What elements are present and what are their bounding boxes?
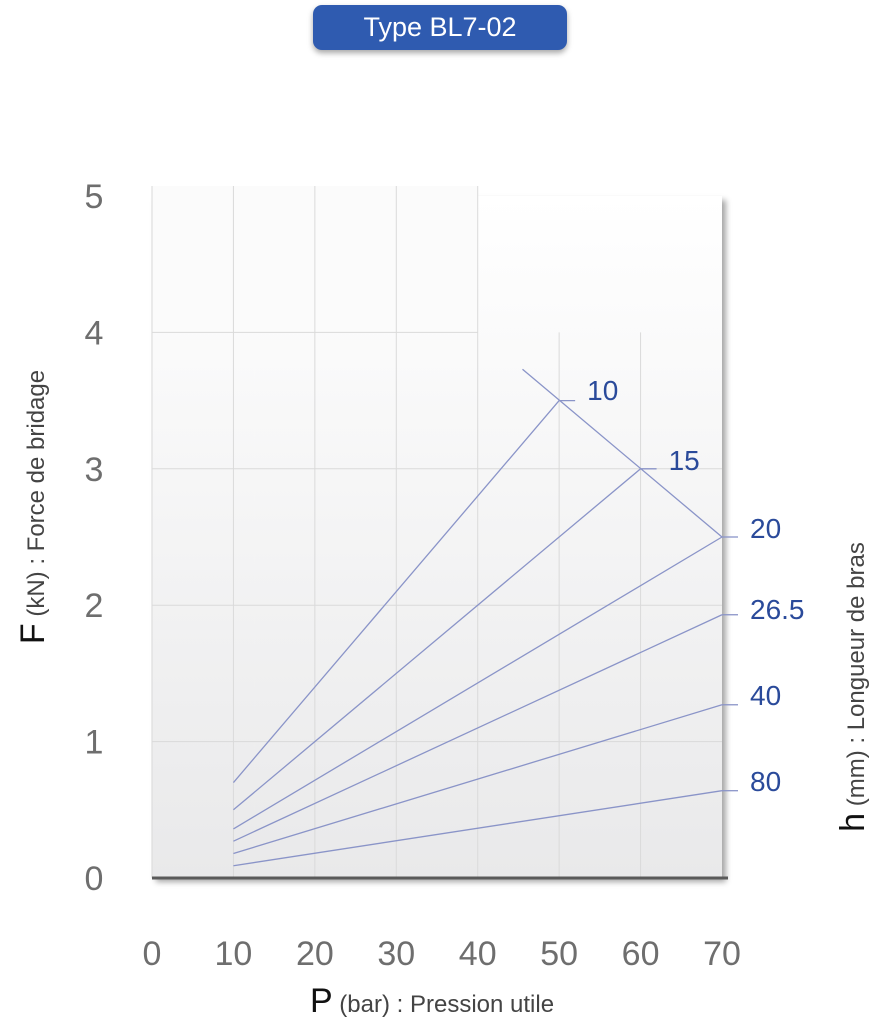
series-line (233, 536, 723, 830)
y-tick-label: 2 (85, 587, 104, 625)
x-tick-label: 10 (215, 935, 253, 973)
x-tick-label: 50 (540, 935, 578, 973)
x-tick-label: 30 (377, 935, 415, 973)
y-tick-labels: 0 1 2 3 4 5 (85, 178, 104, 898)
series-label: 26.5 (750, 594, 805, 625)
limit-line (522, 368, 723, 538)
axis-labels: P (bar) : Pression utile F (kN) : Force d… (14, 370, 872, 1020)
y-tick-label: 3 (85, 451, 104, 489)
limit-line-group (522, 368, 723, 538)
y-tick-label: 0 (85, 860, 104, 898)
series-label: 80 (750, 766, 781, 797)
series-label: 15 (669, 445, 700, 476)
series-lines (232, 399, 738, 867)
x-tick-labels: 0 10 20 30 40 50 60 70 (143, 935, 741, 973)
series-line (232, 400, 560, 783)
y-tick-label: 5 (85, 178, 104, 216)
series-line (233, 468, 641, 811)
x-tick-label: 20 (296, 935, 334, 973)
y-tick-label: 4 (85, 314, 104, 352)
y-axis-label: F (kN) : Force de bridage (14, 370, 52, 644)
right-axis-label: h (mm) : Longueur de bras (834, 542, 872, 832)
series-label: 20 (750, 513, 781, 544)
x-tick-label: 70 (703, 935, 741, 973)
x-tick-label: 40 (459, 935, 497, 973)
y-tick-label: 1 (85, 724, 104, 762)
series-label: 40 (750, 680, 781, 711)
x-tick-label: 60 (622, 935, 660, 973)
x-axis-label: P (bar) : Pression utile (310, 982, 554, 1020)
x-tick-label: 0 (143, 935, 162, 973)
series-line (233, 704, 723, 855)
series-line (233, 790, 723, 867)
grid (151, 186, 728, 880)
series-labels: 10 15 20 26.5 40 80 (587, 375, 804, 797)
series-label: 10 (587, 375, 618, 406)
series-line (233, 614, 723, 842)
plot-area (152, 186, 722, 878)
chart-title-badge: Type BL7-02 (313, 5, 567, 50)
